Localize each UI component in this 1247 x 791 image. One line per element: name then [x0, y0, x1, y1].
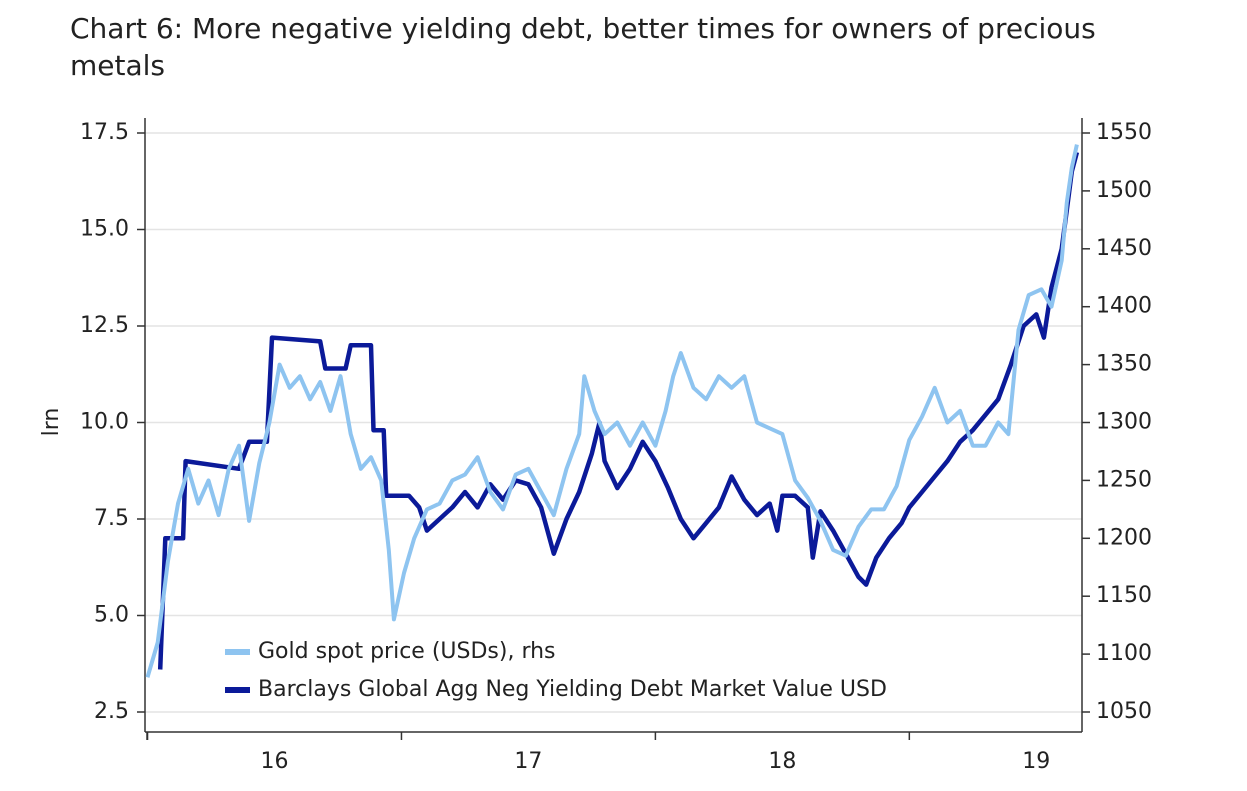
y2-tick-label: 1450 [1096, 236, 1152, 261]
y-tick-label: 10.0 [80, 410, 129, 435]
y2-tick-label: 1050 [1096, 699, 1152, 724]
x-tick-label: 17 [514, 749, 542, 774]
legend-label: Barclays Global Agg Neg Yielding Debt Ma… [258, 677, 887, 702]
x-tick-label: 16 [261, 749, 289, 774]
y2-tick-label: 1200 [1096, 525, 1152, 550]
y2-tick-label: 1300 [1096, 410, 1152, 435]
y-tick-label: 7.5 [94, 506, 129, 531]
series-line [145, 144, 1079, 678]
y-tick-label: 17.5 [80, 120, 129, 145]
y-tick-label: 5.0 [94, 603, 129, 628]
y-tick-label: 12.5 [80, 313, 129, 338]
y2-tick-label: 1150 [1096, 583, 1152, 608]
y2-tick-label: 1250 [1096, 467, 1152, 492]
chart-title: Chart 6: More negative yielding debt, be… [70, 12, 1096, 82]
y2-tick-label: 1350 [1096, 352, 1152, 377]
y-axis-label: lrn [39, 408, 64, 437]
y-tick-label: 2.5 [94, 699, 129, 724]
legend-label: Gold spot price (USDs), rhs [258, 639, 556, 664]
y2-tick-label: 1500 [1096, 178, 1152, 203]
x-tick-label: 19 [1022, 749, 1050, 774]
y2-tick-label: 1550 [1096, 120, 1152, 145]
series-line [157, 151, 1080, 670]
x-tick-label: 18 [768, 749, 796, 774]
y2-tick-label: 1400 [1096, 294, 1152, 319]
y2-tick-label: 1100 [1096, 641, 1152, 666]
y-tick-label: 15.0 [80, 217, 129, 242]
